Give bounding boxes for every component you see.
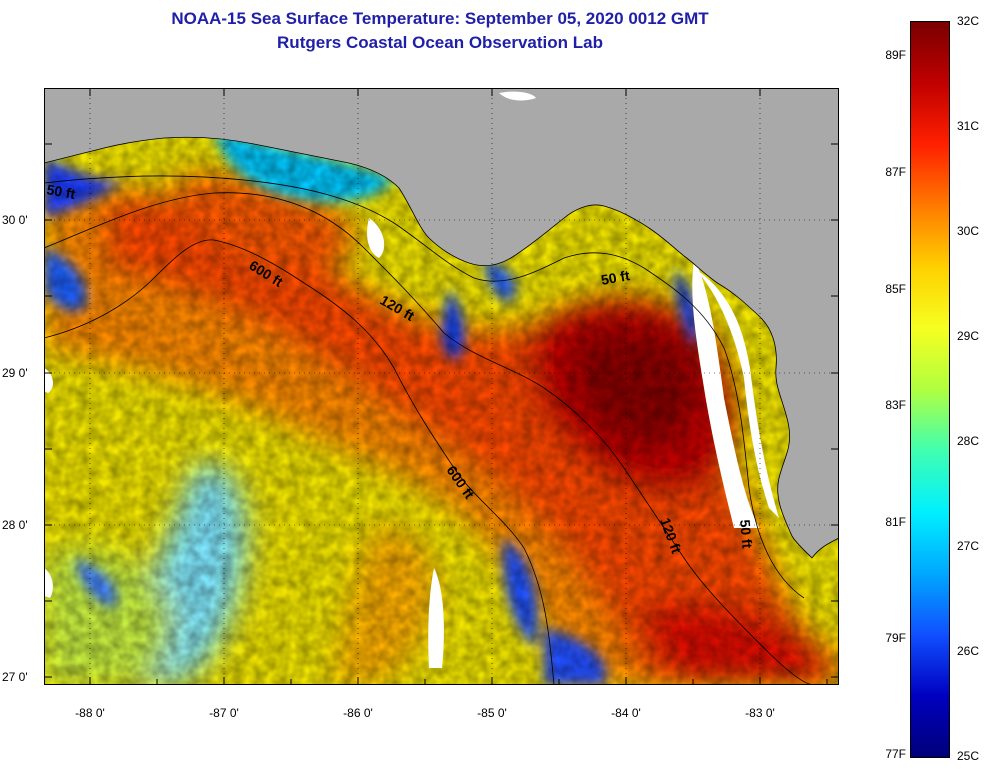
map-title: NOAA-15 Sea Surface Temperature: Septemb… bbox=[171, 9, 709, 28]
map-subtitle: Rutgers Coastal Ocean Observation Lab bbox=[277, 33, 603, 52]
lat-label: 27 0' bbox=[2, 670, 28, 684]
colorbar-fahrenheit-label: 83F bbox=[885, 398, 906, 412]
contour-600ft bbox=[44, 239, 555, 685]
contour-label: 50 ft bbox=[737, 519, 755, 549]
lon-label: -84 0' bbox=[611, 706, 641, 720]
contour-120ft bbox=[44, 192, 815, 685]
colorbar-fahrenheit-label: 85F bbox=[885, 282, 906, 296]
temperature-colorbar bbox=[910, 21, 950, 758]
contour-label: 50 ft bbox=[600, 267, 631, 288]
lon-label: -86 0' bbox=[343, 706, 373, 720]
contour-50ft bbox=[44, 175, 805, 599]
colorbar-fahrenheit-label: 79F bbox=[885, 631, 906, 645]
sst-map: 50 ft 600 ft 120 ft 50 ft 600 ft 120 ft … bbox=[44, 88, 839, 685]
colorbar-celsius-label: 32C bbox=[957, 14, 980, 28]
contour-label: 50 ft bbox=[45, 181, 76, 202]
land-cloud bbox=[499, 91, 779, 518]
colorbar-fahrenheit-label: 87F bbox=[885, 165, 906, 179]
colorbar-fahrenheit-label: 89F bbox=[885, 48, 906, 62]
colorbar-celsius-label: 30C bbox=[957, 224, 980, 238]
colorbar-fahrenheit-label: 81F bbox=[885, 515, 906, 529]
lon-label: -87 0' bbox=[209, 706, 239, 720]
colorbar-celsius-label: 26C bbox=[957, 644, 980, 658]
land-mass bbox=[44, 88, 839, 558]
lon-label: -83 0' bbox=[745, 706, 775, 720]
lat-label: 30 0' bbox=[2, 213, 28, 227]
axis-ticks bbox=[44, 88, 839, 685]
colorbar-fahrenheit-label: 77F bbox=[885, 747, 906, 761]
map-frame bbox=[44, 88, 839, 685]
coastline bbox=[44, 136, 839, 559]
cloud-mask bbox=[44, 218, 759, 668]
lon-label: -88 0' bbox=[75, 706, 105, 720]
colorbar-celsius-label: 28C bbox=[957, 434, 980, 448]
colorbar-celsius-label: 29C bbox=[957, 329, 980, 343]
colorbar-celsius-label: 31C bbox=[957, 119, 980, 133]
bathymetry-contours bbox=[44, 175, 815, 685]
lat-label: 29 0' bbox=[2, 366, 28, 380]
colorbar-celsius-label: 27C bbox=[957, 539, 980, 553]
lat-label: 28 0' bbox=[2, 518, 28, 532]
colorbar-celsius-label: 25C bbox=[957, 749, 980, 763]
lon-label: -85 0' bbox=[477, 706, 507, 720]
